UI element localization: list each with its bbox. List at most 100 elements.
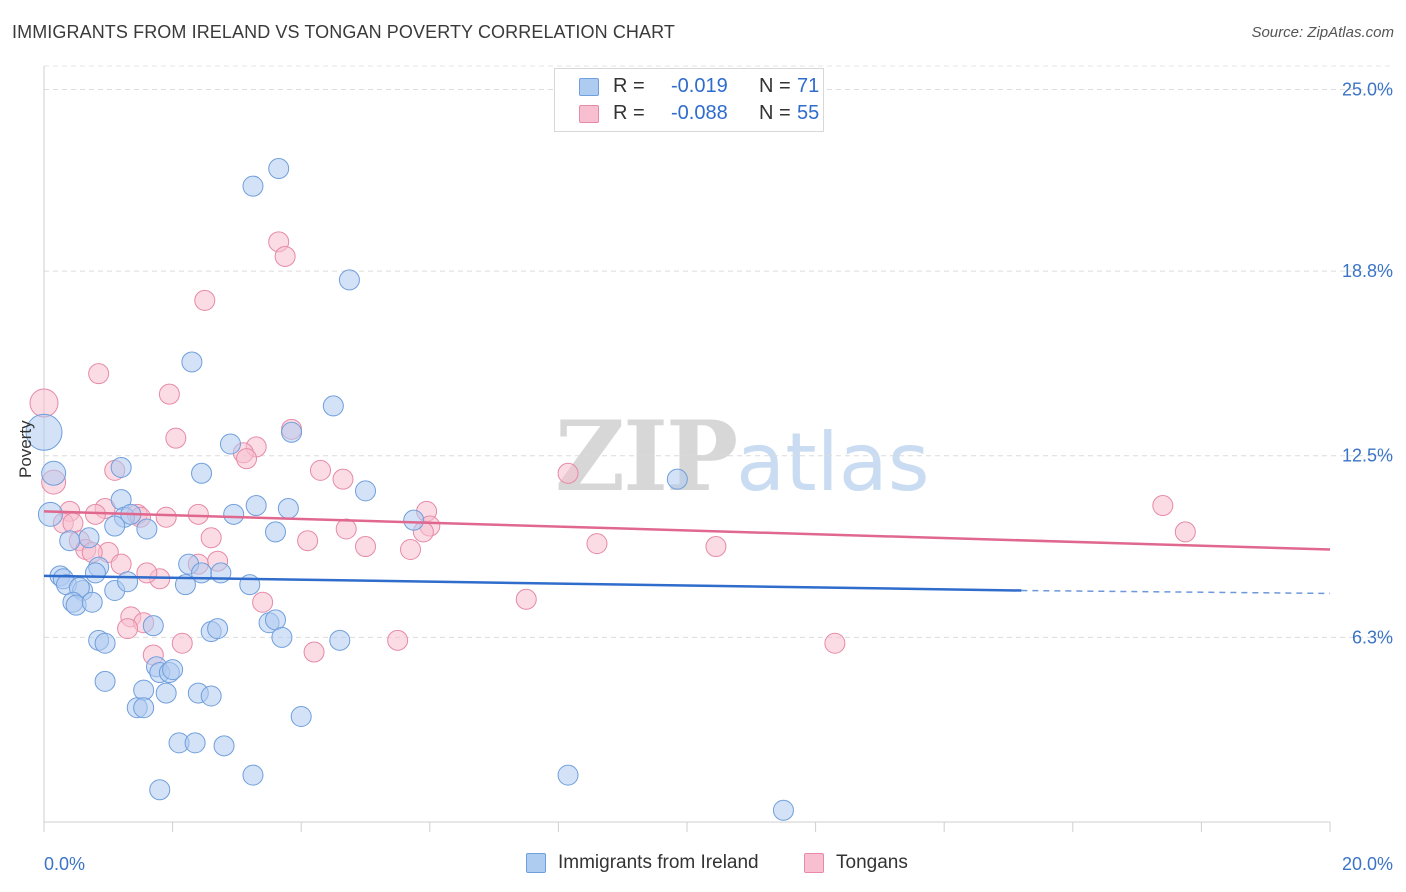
ireland-point [338,269,360,291]
tongan-point [29,388,59,418]
ireland-trendline [43,574,1022,592]
watermark-atlas: atlas [736,416,930,509]
ireland-point [264,609,286,631]
tongan-point [236,448,258,470]
tongan-point [1152,495,1174,517]
r-label: R = [613,102,645,124]
tongan-trendline [43,510,1331,551]
stats-box: R = -0.019 N = 71 R = -0.088 N = 55 [554,68,824,132]
n-value: 55 [797,102,820,124]
ireland-point [142,615,164,637]
tongan-point [1174,521,1196,543]
y-tick-label: 25.0% [1342,79,1393,99]
legend-label: Tongans [836,852,908,873]
ireland-point [41,460,67,486]
ireland-point [772,799,794,821]
tongan-point [355,536,376,558]
y-tick-label: 6.3% [1352,627,1393,647]
ireland-point [184,732,206,754]
r-value: -0.088 [671,102,728,124]
tongan-point [557,462,579,484]
tongan-point [88,363,110,385]
tongan-point [335,518,357,540]
ireland-point [322,395,344,417]
y-axis-label: Poverty [16,420,35,478]
n-label: N = [759,75,791,97]
n-value: 71 [797,75,820,97]
tongan-point [187,503,209,525]
ireland-point [104,515,126,537]
tongan-point [586,533,608,555]
ireland-point [264,521,286,543]
ireland-point [94,670,116,692]
ireland-point [78,527,100,549]
ireland-point [290,706,312,728]
ireland-legend-swatch [526,853,546,873]
chart-title: IMMIGRANTS FROM IRELAND VS TONGAN POVERT… [12,22,675,42]
y-tick-label: 18.8% [1342,261,1393,281]
ireland-point [133,679,155,701]
ireland-point [219,433,241,455]
tongan-point [297,530,319,552]
tongan-point [705,536,727,558]
tongan-point [165,427,187,449]
y-tick-label: 12.5% [1342,446,1393,466]
tongan-swatch [579,105,599,123]
tongan-point [252,591,274,613]
ireland-point [281,421,303,443]
tongan-point [824,632,846,654]
ireland-point [181,351,203,373]
ireland-point [37,501,63,527]
ireland-point [174,574,196,596]
tongan-point [200,527,222,549]
ireland-point [277,497,299,519]
tongan-point [309,459,331,481]
tongan-point [136,562,158,584]
r-value: -0.019 [671,75,728,97]
source-label: Source: ZipAtlas.com [1251,24,1394,41]
ireland-point [355,480,376,502]
r-label: R = [613,75,645,97]
tongan-point [117,618,139,640]
tongan-point [387,629,409,651]
ireland-point [84,562,106,584]
ireland-swatch [579,78,599,96]
ireland-point [245,495,267,517]
tongan-point [400,538,422,560]
ireland-point [403,509,425,531]
ireland-point [149,779,171,801]
watermark-zip: ZIP [555,400,738,513]
tongan-legend-swatch [804,853,824,873]
ireland-point [329,629,351,651]
tongan-point [303,641,325,663]
tongan-point [158,383,180,405]
ireland-point [207,618,229,640]
tongan-point [171,632,193,654]
ireland-point [268,158,290,180]
ireland-point [81,591,103,613]
ireland-trendline-extension [1021,589,1331,595]
ireland-point [155,682,177,704]
ireland-point [94,632,116,654]
n-label: N = [759,102,791,124]
watermark: ZIPatlas [555,400,930,513]
ireland-point [59,530,81,552]
ireland-point [136,518,158,540]
tongan-point [194,289,216,311]
ireland-point [242,764,264,786]
ireland-point [213,735,235,757]
ireland-point [223,503,245,525]
ireland-point [133,697,155,719]
ireland-point [557,764,579,786]
x-tick-label: 0.0% [44,854,85,874]
ireland-point [210,562,232,584]
ireland-point [666,468,688,490]
tongan-point [110,553,132,575]
tongan-point [332,468,354,490]
ireland-point [191,462,213,484]
ireland-point [271,626,293,648]
ireland-point [110,456,132,478]
ireland-point [162,659,184,681]
ireland-point [25,413,63,451]
